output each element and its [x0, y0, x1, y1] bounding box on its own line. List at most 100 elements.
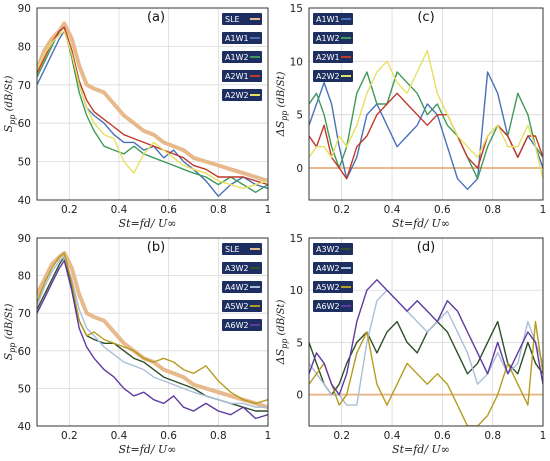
y-tick-label: 90 [18, 233, 31, 245]
y-tick-label: 50 [18, 157, 31, 169]
legend-label: A6W2 [225, 321, 249, 330]
y-tick-label: 40 [18, 195, 31, 207]
x-tick-label: 0.4 [111, 204, 128, 216]
legend-label: A6W2 [316, 302, 340, 311]
y-tick-label: 50 [18, 383, 31, 395]
x-tick-label: 0.6 [434, 204, 451, 216]
x-tick-label: 0.4 [111, 430, 128, 442]
x-tick-label: 1 [265, 430, 272, 442]
x-axis-title: St=fd/ U∞ [392, 217, 450, 230]
legend-item: A2W1 [313, 51, 353, 63]
series-line-a6w2 [309, 279, 543, 396]
x-tick-label: 0.6 [160, 204, 177, 216]
series-line-a2w2 [37, 30, 268, 190]
legend-label: A2W1 [316, 53, 340, 62]
y-tick-label: 15 [290, 3, 303, 15]
x-tick-label: 1 [540, 430, 547, 442]
x-tick-label: 0.6 [160, 430, 177, 442]
x-tick-label: 1 [540, 204, 547, 216]
legend-label: A5W2 [225, 302, 249, 311]
legend-badge [222, 262, 262, 274]
x-tick-label: 0.2 [61, 430, 78, 442]
x-tick-label: 0.8 [484, 204, 501, 216]
y-tick-label: 80 [18, 41, 31, 53]
legend-badge [313, 70, 353, 82]
x-tick-label: 0.2 [61, 204, 78, 216]
legend-badge [222, 89, 262, 101]
legend-item: A3W2 [222, 262, 262, 274]
legend-label: A1W1 [316, 15, 340, 24]
y-tick-label: 60 [18, 118, 31, 130]
y-axis-title: ΔSpp (dB/St) [274, 300, 289, 366]
panel-label: (a) [147, 10, 165, 25]
y-tick-label: 60 [18, 346, 31, 358]
legend-badge [313, 51, 353, 63]
legend-item: A1W2 [313, 32, 353, 44]
legend-badge [222, 70, 262, 82]
x-tick-label: 1 [265, 204, 272, 216]
legend-item: A1W2 [222, 51, 262, 63]
legend-badge [313, 32, 353, 44]
legend-label: A1W2 [225, 53, 249, 62]
series-group [37, 251, 268, 420]
y-tick-label: 70 [18, 80, 31, 92]
y-tick-label: 10 [290, 56, 303, 68]
x-tick-label: 0.8 [210, 204, 227, 216]
legend-badge [313, 243, 353, 255]
legend-item: A6W2 [222, 319, 262, 331]
x-tick-label: 0.8 [210, 430, 227, 442]
x-axis-title: St=fd/ U∞ [392, 443, 450, 456]
y-tick-label: 40 [18, 421, 31, 433]
series-line-a5w2 [37, 252, 268, 405]
legend-badge [222, 32, 262, 44]
legend-label: A1W2 [316, 34, 340, 43]
series-line-a1w1 [309, 71, 543, 190]
legend-label: A2W2 [316, 72, 340, 81]
legend-badge [222, 300, 262, 312]
y-tick-label: 70 [18, 308, 31, 320]
y-tick-label: 15 [290, 233, 303, 245]
series-group [37, 21, 268, 197]
legend-item: A6W2 [313, 300, 353, 312]
legend-label: A2W2 [225, 91, 249, 100]
y-tick-label: 0 [296, 163, 303, 175]
y-axis-title: Spp (dB/St) [2, 304, 17, 361]
legend-badge [222, 13, 262, 25]
x-tick-label: 0.4 [384, 430, 401, 442]
series-line-a3w2 [309, 320, 543, 396]
legend-badge [222, 243, 262, 255]
legend-item: A1W1 [313, 13, 353, 25]
legend-badge [222, 51, 262, 63]
y-axis-title: ΔSpp (dB/St) [274, 72, 289, 138]
legend-item: SLE [222, 243, 262, 255]
x-axis-title: St=fd/ U∞ [119, 443, 177, 456]
legend-item: A5W2 [222, 300, 262, 312]
x-tick-label: 0.4 [384, 204, 401, 216]
legend: A3W2 A4W2 A5W2 A6W2 [313, 243, 353, 312]
panel-label: (d) [417, 240, 435, 255]
legend-item: A2W2 [222, 89, 262, 101]
series-line-a2w1 [37, 26, 268, 186]
panel-label: (c) [417, 10, 434, 25]
series-line-a2w2 [309, 50, 543, 180]
legend-label: A4W2 [225, 283, 249, 292]
y-tick-label: 0 [296, 390, 303, 402]
axes-frame [36, 7, 269, 201]
legend-label: SLE [225, 15, 240, 24]
legend-item: A3W2 [313, 243, 353, 255]
legend-item: A1W1 [222, 32, 262, 44]
series-line-a4w2 [37, 256, 268, 408]
legend-label: A3W2 [225, 264, 249, 273]
series-line-a2w1 [309, 92, 543, 180]
x-tick-label: 0.2 [333, 430, 350, 442]
legend-label: A1W1 [225, 34, 249, 43]
x-tick-label: 0.2 [333, 204, 350, 216]
x-tick-label: 0.8 [484, 430, 501, 442]
legend: SLE A3W2 A4W2 A5W2 A6W2 [222, 243, 262, 331]
legend-item: A4W2 [222, 281, 262, 293]
chart-panel-0: 0.2 0.4 0.6 0.8 1 40 50 60 70 80 90 St=fd/ U∞ Spp (d… [2, 3, 271, 230]
axes-frame [308, 237, 544, 427]
series-line-sle [37, 21, 268, 183]
legend: SLE A1W1 A1W2 A2W1 A2W2 [222, 13, 262, 101]
